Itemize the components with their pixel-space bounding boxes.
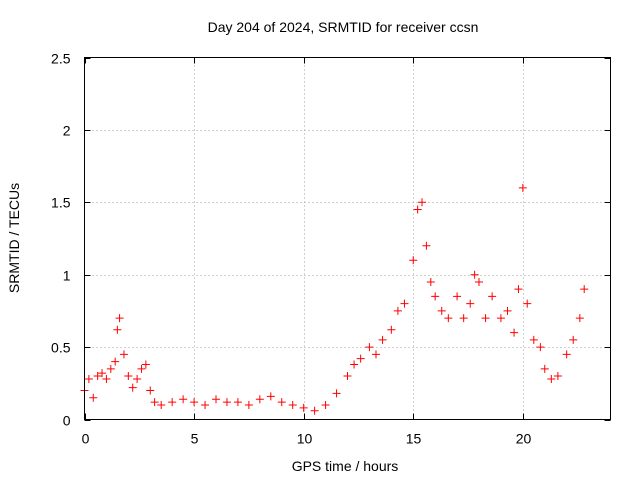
data-point: [413, 205, 422, 214]
plot-frame: [84, 57, 611, 420]
data-point: [400, 299, 409, 308]
y-tick-label: 1: [63, 268, 71, 284]
data-point: [387, 325, 396, 334]
data-point: [378, 335, 387, 344]
x-tick-label: 5: [191, 431, 199, 447]
data-point: [444, 314, 453, 323]
data-point: [536, 343, 545, 352]
data-point: [547, 374, 556, 383]
data-points: [80, 183, 589, 415]
data-point: [133, 374, 142, 383]
data-point: [431, 292, 440, 301]
data-point: [124, 372, 133, 381]
x-tick-label: 0: [82, 431, 90, 447]
data-point: [422, 241, 431, 250]
data-point: [503, 306, 512, 315]
data-point: [321, 401, 330, 410]
y-tick-label: 0.5: [51, 340, 71, 356]
data-point: [106, 364, 115, 373]
data-point: [523, 299, 532, 308]
data-point: [113, 325, 122, 334]
data-point: [190, 398, 199, 407]
x-tick-label: 10: [297, 431, 313, 447]
data-point: [426, 277, 435, 286]
data-point: [168, 398, 177, 407]
data-point: [128, 383, 137, 392]
x-axis-label: GPS time / hours: [292, 458, 399, 474]
data-point: [141, 360, 150, 369]
data-point: [466, 299, 475, 308]
x-tick-label: 20: [516, 431, 532, 447]
data-point: [514, 285, 523, 294]
data-point: [212, 395, 220, 404]
data-point: [529, 335, 538, 344]
data-point: [157, 401, 166, 410]
data-point: [98, 369, 107, 378]
data-point: [580, 285, 589, 294]
axis-ticks: 0 5 10 15 20 0 0.5 1 1.5 2 2.5: [51, 51, 611, 447]
data-point: [470, 270, 479, 279]
y-tick-label: 2: [63, 123, 71, 139]
data-point: [222, 398, 231, 407]
data-point: [518, 183, 527, 192]
data-point: [409, 256, 418, 265]
data-point: [277, 398, 286, 407]
data-point: [119, 350, 128, 359]
y-axis-label: SRMTID / TECUs: [6, 183, 22, 293]
data-point: [89, 393, 98, 402]
data-point: [343, 372, 352, 381]
data-point: [93, 372, 102, 381]
data-point: [481, 314, 490, 323]
data-point: [418, 198, 427, 207]
data-point: [475, 277, 483, 286]
data-point: [146, 386, 155, 395]
data-point: [540, 364, 549, 373]
data-point: [102, 374, 111, 383]
data-point: [562, 350, 571, 359]
grid-lines: [84, 57, 611, 420]
data-point: [150, 398, 159, 407]
data-point: [201, 401, 210, 410]
data-point: [496, 314, 505, 323]
data-point: [510, 328, 519, 337]
data-point: [437, 306, 446, 315]
data-point: [332, 389, 341, 398]
x-tick-label: 15: [406, 431, 422, 447]
data-point: [266, 392, 275, 401]
y-tick-label: 2.5: [51, 51, 71, 67]
data-point: [356, 354, 365, 363]
y-tick-label: 0: [63, 413, 71, 429]
data-point: [115, 314, 124, 323]
data-point: [350, 360, 359, 369]
data-point: [459, 314, 468, 323]
data-point: [488, 292, 497, 301]
data-point: [299, 403, 308, 412]
data-point: [179, 395, 188, 404]
data-point: [371, 350, 380, 359]
data-point: [288, 401, 297, 410]
data-point: [453, 292, 462, 301]
data-point: [569, 335, 578, 344]
data-point: [233, 398, 242, 407]
data-point: [365, 343, 374, 352]
chart-title: Day 204 of 2024, SRMTID for receiver ccs…: [208, 19, 479, 35]
data-point: [575, 314, 584, 323]
y-tick-label: 1.5: [51, 195, 71, 211]
data-point: [84, 374, 93, 383]
data-point: [310, 406, 319, 415]
data-point: [553, 372, 562, 381]
data-point: [111, 357, 120, 366]
data-point: [255, 395, 264, 404]
data-point: [393, 306, 402, 315]
data-point: [137, 364, 146, 373]
data-point: [244, 401, 253, 410]
